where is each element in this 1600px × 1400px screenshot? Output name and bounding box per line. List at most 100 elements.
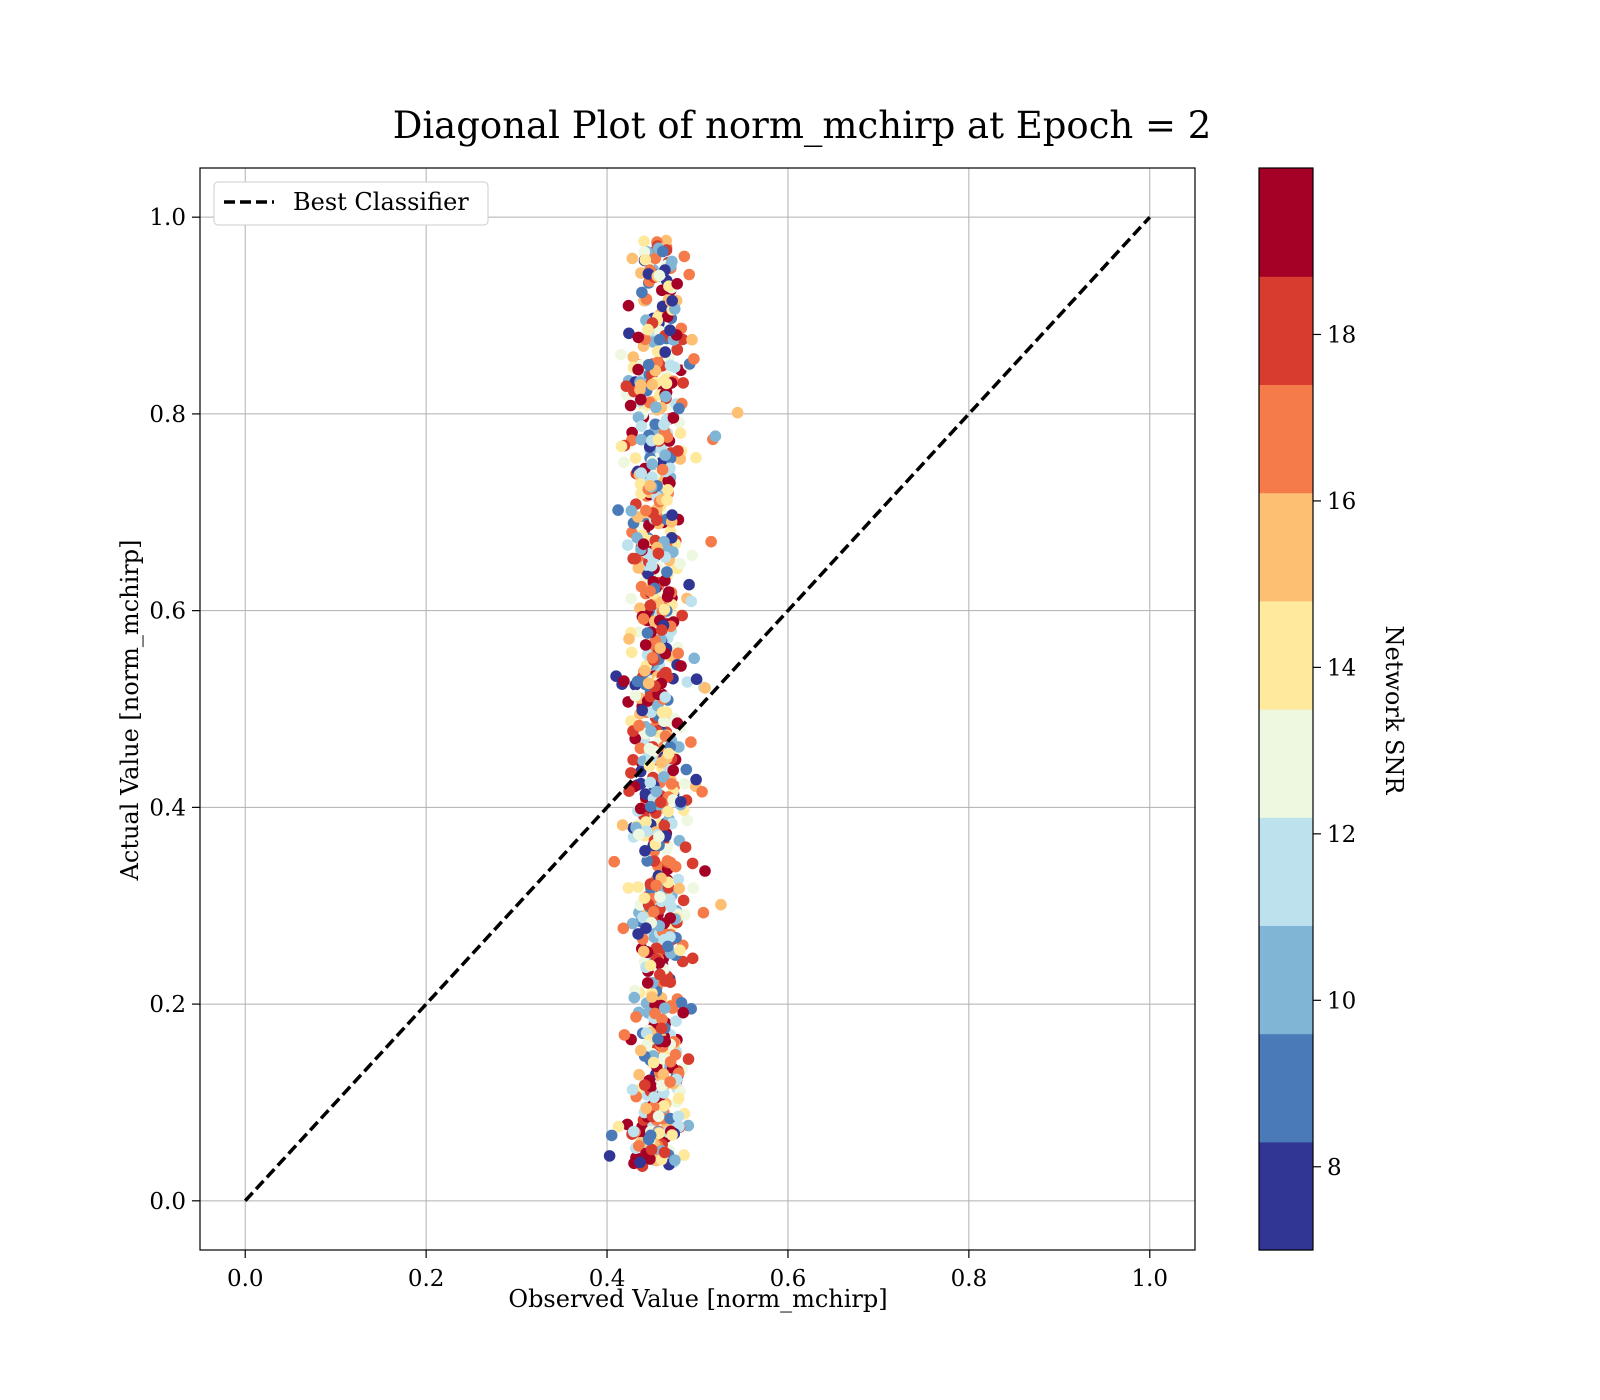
scatter-point: [690, 773, 702, 786]
scatter-point: [625, 767, 637, 779]
scatter-point: [637, 613, 650, 625]
colorbar-bin: [1259, 1141, 1313, 1251]
scatter-point: [650, 879, 662, 892]
scatter-point: [629, 452, 642, 464]
scatter-point: [686, 333, 698, 346]
scatter-point: [641, 855, 653, 867]
scatter-point: [612, 504, 624, 516]
scatter-point: [629, 689, 642, 702]
scatter-point: [644, 800, 657, 813]
scatter-point: [615, 348, 627, 361]
scatter-point: [666, 1129, 678, 1141]
scatter-point: [660, 377, 673, 390]
scatter-point: [649, 252, 662, 265]
scatter-point: [674, 557, 686, 570]
chart-title: Diagonal Plot of norm_mchirp at Epoch = …: [393, 104, 1212, 148]
scatter-point: [658, 1146, 671, 1159]
scatter-point: [690, 451, 702, 464]
scatter-point: [668, 361, 681, 374]
scatter-point: [709, 430, 722, 443]
scatter-point: [677, 377, 689, 389]
colorbar-tick-label: 16: [1327, 489, 1356, 515]
scatter-point: [653, 269, 666, 282]
scatter-point: [634, 1156, 646, 1169]
scatter-point: [662, 475, 674, 487]
scatter-point: [659, 691, 671, 703]
legend: Best Classifier: [213, 181, 489, 226]
scatter-point: [681, 676, 694, 688]
scatter-point: [656, 756, 668, 769]
scatter-point: [699, 682, 711, 694]
scatter-point: [644, 599, 657, 612]
scatter-point: [634, 384, 646, 396]
scatter-point: [644, 1153, 656, 1165]
scatter-point: [688, 353, 700, 365]
scatter-point: [633, 828, 645, 841]
scatter-point: [686, 857, 699, 870]
scatter-point: [626, 917, 639, 930]
scatter-point: [645, 560, 658, 572]
scatter-point: [661, 591, 674, 603]
scatter-point: [658, 771, 670, 783]
scatter-point: [675, 796, 687, 808]
scatter-point: [655, 1022, 668, 1035]
scatter-point: [626, 252, 639, 265]
scatter-point: [664, 1056, 677, 1068]
scatter-point: [688, 652, 700, 665]
scatter-point: [635, 433, 647, 446]
scatter-point: [642, 268, 655, 280]
scatter-point: [673, 402, 685, 415]
scatter-point: [623, 327, 635, 340]
scatter-point: [656, 706, 669, 719]
x-axis-ticks: 0.0 0.2 0.4 0.6 0.8 1.0: [227, 1250, 1168, 1292]
x-axis-label: Observed Value [norm_mchirp]: [508, 1285, 887, 1313]
y-tick-label: 0.8: [149, 402, 186, 428]
scatter-point: [625, 505, 638, 517]
scatter-point: [658, 715, 670, 727]
x-tick-label: 0.0: [227, 1266, 264, 1292]
scatter-point: [699, 865, 711, 877]
scatter-point: [649, 418, 661, 431]
scatter-point: [642, 677, 655, 690]
scatter-point: [621, 539, 634, 551]
scatter-point: [647, 906, 660, 918]
scatter-point: [686, 952, 699, 965]
colorbar-frame: [1258, 167, 1314, 1251]
scatter-point: [671, 278, 683, 290]
y-axis-label: Actual Value [norm_mchirp]: [116, 540, 144, 882]
scatter-point: [638, 892, 651, 904]
scatter-point: [672, 647, 684, 660]
scatter-point: [642, 323, 654, 336]
scatter-point: [635, 393, 647, 406]
scatter-point: [646, 458, 658, 471]
scatter-point: [685, 736, 697, 748]
scatter-point: [622, 299, 635, 312]
colorbar-bin: [1259, 168, 1313, 277]
scatter-point: [608, 855, 620, 868]
scatter-point: [639, 639, 652, 651]
scatter-point: [669, 1154, 681, 1166]
scatter-point: [640, 816, 652, 828]
scatter-point: [659, 390, 672, 403]
scatter-point: [662, 940, 674, 953]
scatter-point: [683, 268, 695, 281]
scatter-point: [639, 1079, 651, 1091]
scatter-point: [667, 764, 679, 777]
scatter-point: [637, 538, 650, 550]
scatter-point: [644, 776, 657, 789]
scatter-point: [731, 406, 744, 419]
scatter-point: [634, 802, 647, 815]
scatter-point: [653, 957, 665, 969]
scatter-point: [676, 609, 688, 622]
scatter-point: [650, 401, 662, 414]
scatter-point: [650, 785, 663, 798]
scatter-point: [629, 552, 641, 565]
scatter-point: [627, 1125, 640, 1138]
scatter-point: [687, 882, 700, 894]
scatter-point: [683, 578, 695, 591]
scatter-point: [648, 1091, 660, 1103]
scatter-point: [690, 673, 703, 685]
scatter-point: [669, 860, 682, 873]
scatter-point: [615, 440, 628, 453]
scatter-point: [644, 479, 656, 492]
